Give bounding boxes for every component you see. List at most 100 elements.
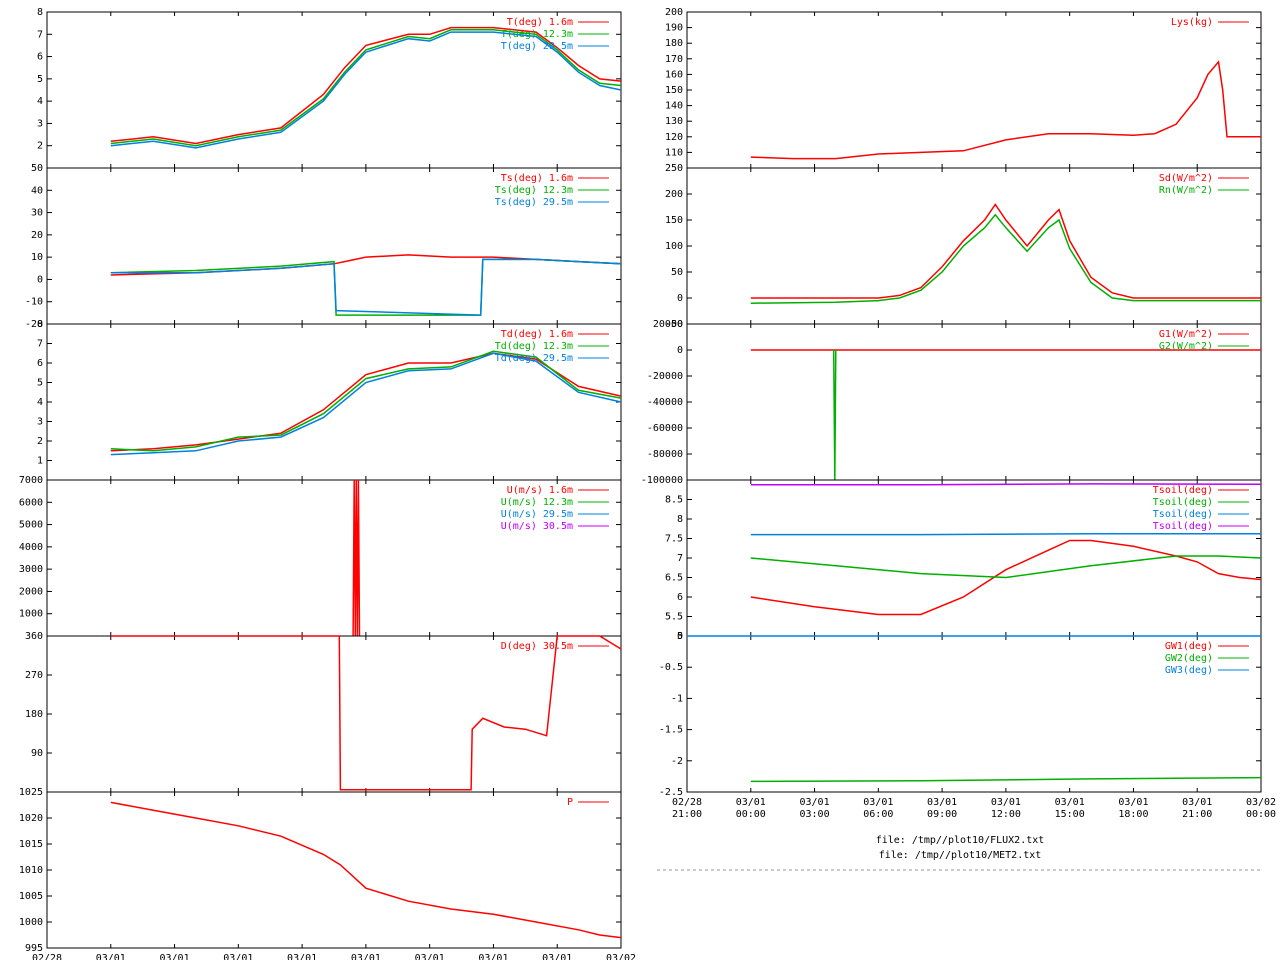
series-line: [110, 29, 622, 147]
x-tick-label-date: 03/01: [1055, 797, 1085, 808]
plot-frame: [46, 791, 622, 949]
y-tick-label: 40: [31, 185, 43, 196]
series-line: [750, 213, 1261, 304]
legend-label: Tsoil(deg): [1153, 509, 1213, 520]
panel-left-0: 2 3 4 5 6 7 8 T(deg) 1.6mT(deg) 12.3mT(deg) 29.…: [37, 7, 622, 169]
legend-label: Tsoil(deg): [1153, 485, 1213, 496]
series-line: [110, 635, 622, 791]
footer-file-1: file: /tmp//plot10/FLUX2.txt: [876, 835, 1045, 846]
y-tick-label: 0: [677, 345, 683, 356]
x-tick-label-date: 03/02: [1246, 797, 1276, 808]
y-tick-label: 5: [37, 378, 43, 389]
panel-left-4: 90 180 270 360 D(deg) 30.5m: [25, 631, 622, 793]
legend-label: U(m/s) 29.5m: [501, 509, 573, 520]
x-tick-label-date: 03/01: [478, 953, 508, 960]
y-tick-label: 6: [37, 52, 43, 63]
series-line: [110, 801, 622, 939]
y-tick-label: 110: [665, 147, 683, 158]
panel-right-2: -100000 -80000 -60000 -40000 -20000 0 20000 G1(…: [641, 319, 1262, 486]
y-tick-label: 3: [37, 118, 43, 129]
y-tick-label: 1: [37, 456, 43, 467]
panel-right-0: 110 120 130 140 150 160 170 180 190 200 Lys(kg): [665, 7, 1262, 169]
y-tick-label: 360: [25, 631, 43, 642]
y-tick-label: 180: [665, 38, 683, 49]
legend-label: T(deg) 1.6m: [507, 17, 573, 28]
series-line: [750, 203, 1261, 299]
legend-label: GW2(deg): [1165, 653, 1213, 664]
y-tick-label: 4000: [19, 542, 43, 553]
legend-label: G1(W/m^2): [1159, 329, 1213, 340]
y-tick-label: -2: [671, 756, 683, 767]
x-tick-label-date: 03/01: [415, 953, 445, 960]
y-tick-label: 5.5: [665, 612, 683, 623]
y-tick-label: -10: [25, 297, 43, 308]
y-tick-label: 130: [665, 116, 683, 127]
y-tick-label: 7: [37, 339, 43, 350]
legend-label: Td(deg) 12.3m: [495, 341, 573, 352]
y-tick-label: 0: [677, 631, 683, 642]
y-tick-label: 5: [37, 74, 43, 85]
panel-right-1: -50 0 50 100 150 200 250 Sd(W/m^2)Rn(W/m^2): [665, 163, 1262, 330]
y-tick-label: -1: [671, 693, 683, 704]
y-tick-label: 8.5: [665, 495, 683, 506]
x-tick-label-time: 21:00: [1182, 809, 1212, 820]
x-tick-label-date: 02/28: [672, 797, 702, 808]
y-tick-label: 995: [25, 943, 43, 954]
legend-label: Ts(deg) 29.5m: [495, 197, 573, 208]
legend-label: GW3(deg): [1165, 665, 1213, 676]
series-line: [110, 258, 622, 316]
y-tick-label: 1010: [19, 865, 43, 876]
y-tick-label: 0: [677, 293, 683, 304]
legend-label: Tsoil(deg): [1153, 497, 1213, 508]
y-tick-label: -100000: [641, 475, 683, 486]
legend-label: U(m/s) 1.6m: [507, 485, 573, 496]
legend-label: P: [567, 797, 573, 808]
y-tick-label: 180: [25, 709, 43, 720]
x-tick-label-date: 03/01: [863, 797, 893, 808]
y-tick-label: 120: [665, 132, 683, 143]
y-tick-label: 6: [677, 592, 683, 603]
legend-label: Td(deg) 29.5m: [495, 353, 573, 364]
y-tick-label: 100: [665, 241, 683, 252]
x-tick-label-time: 12:00: [991, 809, 1021, 820]
x-tick-label-date: 03/01: [351, 953, 381, 960]
y-tick-label: 30: [31, 208, 43, 219]
series-line: [750, 533, 1261, 536]
y-tick-label: 1000: [19, 609, 43, 620]
y-tick-label: 1025: [19, 787, 43, 798]
y-tick-label: 6.5: [665, 573, 683, 584]
panel-left-5: 995100010051010101510201025P02/2821:0003…: [19, 787, 636, 960]
y-tick-label: -20000: [647, 371, 683, 382]
plot-frame: [686, 11, 1262, 169]
x-tick-label-time: 00:00: [736, 809, 766, 820]
legend-label: Tsoil(deg): [1153, 521, 1213, 532]
y-tick-label: 170: [665, 54, 683, 65]
y-tick-label: 2: [37, 141, 43, 152]
y-tick-label: 8: [37, 319, 43, 330]
y-tick-label: 8: [677, 514, 683, 525]
x-tick-label-time: 18:00: [1118, 809, 1148, 820]
y-tick-label: 5: [677, 631, 683, 642]
y-tick-label: -0.5: [659, 662, 683, 673]
legend-label: Sd(W/m^2): [1159, 173, 1213, 184]
legend-label: U(m/s) 12.3m: [501, 497, 573, 508]
y-tick-label: 8: [37, 7, 43, 18]
x-tick-label-date: 03/01: [96, 953, 126, 960]
legend-label: Td(deg) 1.6m: [501, 329, 573, 340]
y-tick-label: 160: [665, 69, 683, 80]
series-line: [750, 539, 1262, 616]
y-tick-label: 3: [37, 417, 43, 428]
x-tick-label-date: 02/28: [32, 953, 62, 960]
y-tick-label: 270: [25, 670, 43, 681]
y-tick-label: 6: [37, 358, 43, 369]
y-tick-label: -1.5: [659, 725, 683, 736]
legend-label: U(m/s) 30.5m: [501, 521, 573, 532]
x-tick-label-time: 00:00: [1246, 809, 1276, 820]
y-tick-label: 3000: [19, 564, 43, 575]
y-tick-label: 190: [665, 23, 683, 34]
legend-label: G2(W/m^2): [1159, 341, 1213, 352]
y-tick-label: 140: [665, 101, 683, 112]
legend-label: GW1(deg): [1165, 641, 1213, 652]
